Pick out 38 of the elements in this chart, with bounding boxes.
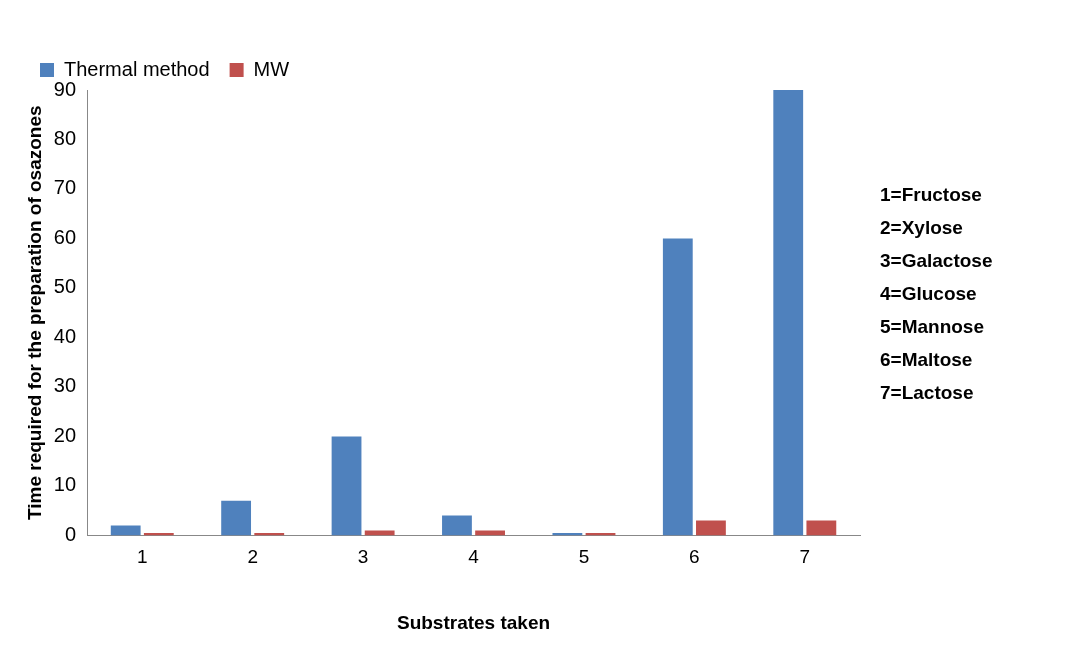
bar	[696, 520, 726, 536]
y-axis-title: Time required for the preparation of osazones	[23, 105, 45, 520]
bar	[773, 90, 804, 536]
x-tick-label: 2	[247, 546, 258, 568]
y-tick-label: 0	[64, 522, 77, 545]
x-tick-label: 5	[578, 546, 590, 568]
bar	[442, 515, 472, 536]
text: 2=Xylose	[880, 216, 964, 240]
legend-label: MW	[253, 57, 290, 80]
bar	[110, 525, 141, 536]
x-axis-title: Substrates taken	[396, 611, 551, 633]
y-tick-label: 50	[53, 275, 77, 298]
y-tick-label: 10	[53, 473, 77, 496]
text: 5=Mannose	[880, 315, 985, 339]
bar	[475, 530, 505, 536]
text: 6=Maltose	[880, 348, 974, 372]
x-tick-label: 4	[468, 546, 480, 568]
y-tick-label: 40	[53, 324, 77, 347]
y-tick-label: 80	[53, 127, 77, 149]
legend-label: Thermal method	[64, 57, 210, 80]
text: 7=Lactose	[880, 381, 975, 405]
bar	[662, 238, 693, 536]
bar	[331, 436, 362, 536]
y-tick-label: 20	[53, 423, 77, 446]
text: 4=Glucose	[880, 282, 978, 306]
bar	[806, 520, 837, 536]
text: 1=Fructose	[880, 183, 983, 207]
y-tick-label: 30	[53, 374, 77, 397]
y-tick-label: 70	[53, 176, 77, 199]
x-tick-label: 6	[689, 546, 700, 568]
x-tick-label: 7	[799, 546, 811, 568]
x-tick-label: 1	[136, 546, 148, 568]
bar	[364, 530, 395, 536]
text: 3=Galactose	[880, 249, 993, 273]
y-tick-label: 60	[53, 225, 77, 248]
x-tick-label: 3	[357, 546, 369, 568]
bar	[221, 500, 252, 536]
y-tick-label: 90	[53, 77, 77, 100]
